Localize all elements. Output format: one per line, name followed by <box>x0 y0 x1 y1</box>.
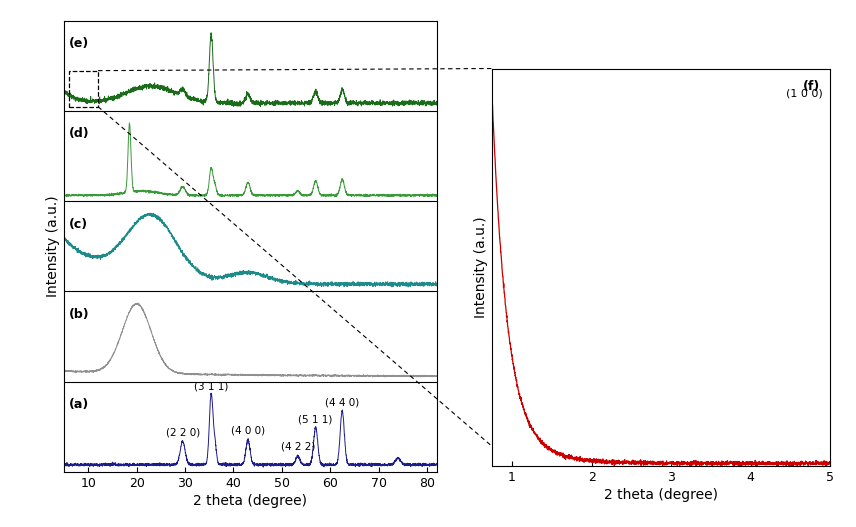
Text: (2 2 0): (2 2 0) <box>165 428 199 438</box>
Text: (a): (a) <box>69 398 89 411</box>
Text: (d): (d) <box>69 128 90 140</box>
Text: (e): (e) <box>69 37 89 50</box>
Bar <box>69 71 98 106</box>
Text: (c): (c) <box>69 218 88 230</box>
Text: (1 0 0): (1 0 0) <box>787 89 823 99</box>
X-axis label: 2 theta (degree): 2 theta (degree) <box>193 494 307 508</box>
Text: (4 0 0): (4 0 0) <box>231 426 265 436</box>
Text: (4 2 2): (4 2 2) <box>281 442 315 452</box>
Text: (f): (f) <box>803 81 820 93</box>
Text: (4 4 0): (4 4 0) <box>325 397 360 407</box>
X-axis label: 2 theta (degree): 2 theta (degree) <box>604 489 718 502</box>
Text: (b): (b) <box>69 308 90 320</box>
Y-axis label: Intensity (a.u.): Intensity (a.u.) <box>46 196 60 297</box>
Text: (3 1 1): (3 1 1) <box>194 382 229 392</box>
Text: (5 1 1): (5 1 1) <box>299 414 333 424</box>
Y-axis label: Intensity (a.u.): Intensity (a.u.) <box>474 217 488 318</box>
